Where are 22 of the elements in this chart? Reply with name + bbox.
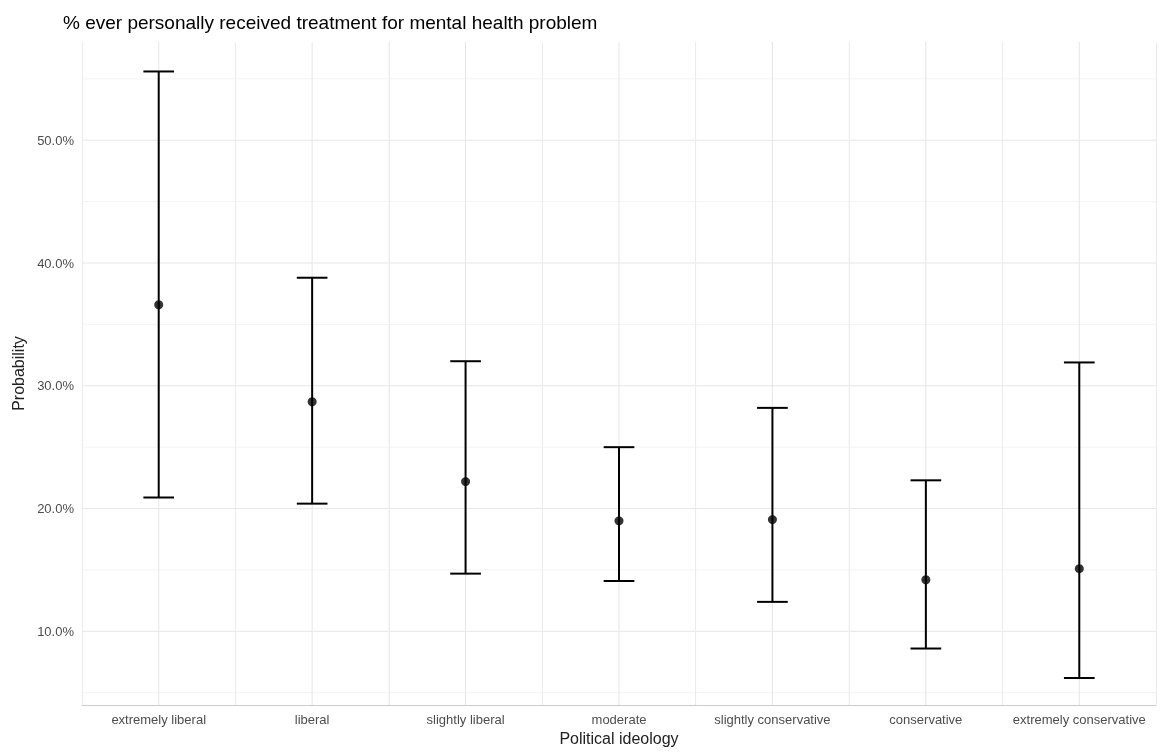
y-axis-title: Probability — [9, 336, 27, 411]
x-tick-label: extremely conservative — [1012, 712, 1146, 727]
x-tick-label: liberal — [294, 712, 330, 727]
point — [307, 397, 317, 407]
y-tick-label: 20.0% — [37, 501, 75, 517]
y-tick-label: 40.0% — [37, 255, 75, 271]
x-tick-label: extremely liberal — [111, 712, 207, 727]
x-axis-title: Political ideology — [559, 730, 679, 748]
point — [461, 477, 471, 487]
y-tick-label: 30.0% — [37, 378, 75, 394]
x-tick-label: moderate — [591, 712, 647, 727]
x-tick-label: conservative — [889, 712, 963, 727]
point — [1074, 564, 1084, 574]
point — [921, 575, 931, 585]
point — [614, 516, 624, 526]
point — [154, 300, 164, 310]
chart-title: % ever personally received treatment for mental health problem — [63, 12, 598, 33]
y-tick-label: 50.0% — [37, 132, 75, 148]
point — [767, 515, 777, 525]
x-tick-label: slightly liberal — [426, 712, 505, 727]
x-tick-label: slightly conservative — [714, 712, 831, 727]
y-tick-label: 10.0% — [37, 623, 75, 639]
